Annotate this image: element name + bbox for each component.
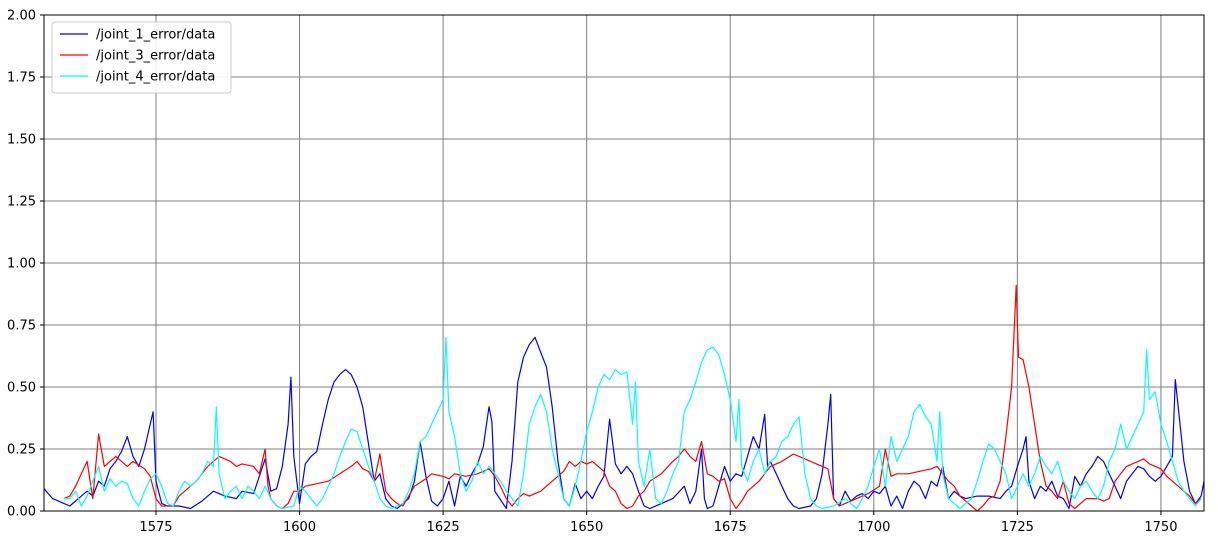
y-tick-label: 0.50 [7, 381, 36, 396]
x-axis-ticks: 1575 1600 1625 1650 1675 1700 1725 1750 [139, 511, 1177, 535]
x-tick-label: 1600 [283, 520, 316, 535]
x-tick-label: 1675 [714, 520, 747, 535]
y-axis-ticks: 0.00 0.25 0.50 0.75 1.00 1.25 1.50 1.75 2.00 [7, 9, 44, 520]
x-tick-label: 1700 [857, 520, 890, 535]
series-line-3 [64, 336, 1202, 510]
x-tick-label: 1750 [1144, 520, 1177, 535]
y-tick-label: 1.00 [7, 257, 36, 272]
legend-box [51, 21, 232, 94]
x-tick-label: 1625 [427, 520, 460, 535]
y-tick-label: 2.00 [7, 9, 36, 24]
legend-label: /joint_1_error/data [96, 28, 215, 43]
series-line-2 [63, 284, 1202, 511]
y-tick-label: 1.75 [7, 71, 36, 86]
series-lines [44, 284, 1204, 511]
y-tick-label: 1.25 [7, 195, 36, 210]
legend-label: /joint_4_error/data [96, 70, 215, 85]
legend-label: /joint_3_error/data [96, 49, 215, 64]
y-tick-label: 0.25 [7, 443, 36, 458]
x-tick-label: 1650 [570, 520, 603, 535]
x-tick-label: 1575 [139, 520, 172, 535]
y-tick-label: 1.50 [7, 133, 36, 148]
legend: /joint_1_error/data/joint_3_error/data/j… [51, 21, 232, 94]
y-tick-label: 0.00 [7, 505, 36, 520]
x-tick-label: 1725 [1001, 520, 1034, 535]
series-line-1 [44, 336, 1204, 510]
y-tick-label: 0.75 [7, 319, 36, 334]
